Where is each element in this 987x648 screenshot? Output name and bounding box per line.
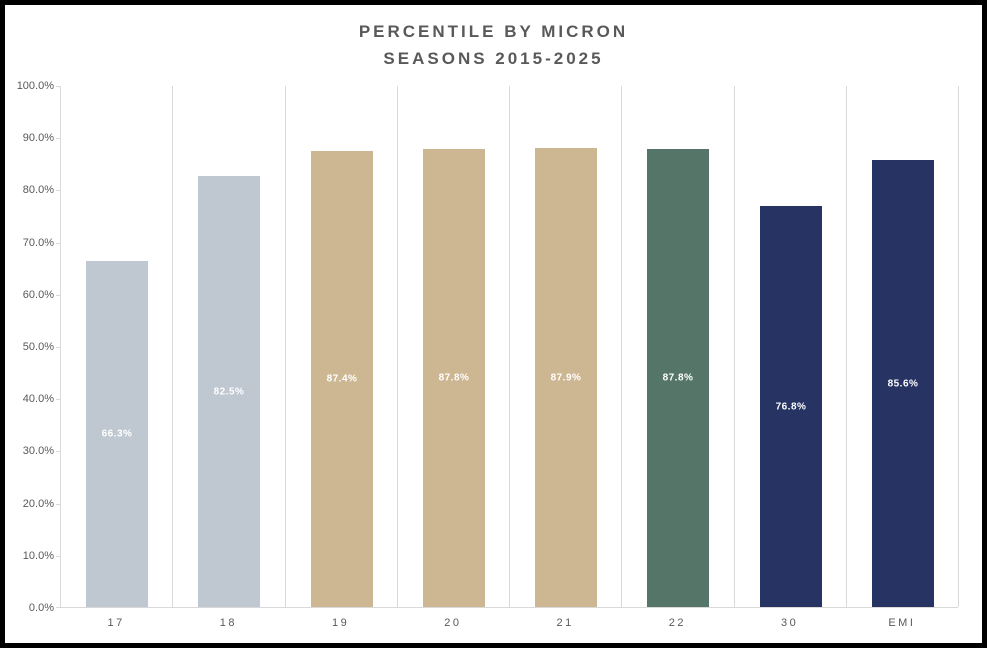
vertical-gridline <box>621 86 622 607</box>
vertical-gridline <box>172 86 173 607</box>
x-axis-label-emi: EMI <box>888 617 916 629</box>
bar-data-label: 87.4% <box>326 373 358 385</box>
y-axis-tick-label: 20.0% <box>22 497 54 510</box>
x-axis-label-20: 20 <box>444 617 462 629</box>
y-axis-tick-label: 40.0% <box>22 393 54 406</box>
y-axis-tick-mark <box>56 347 60 348</box>
y-axis-tick-mark <box>56 190 60 192</box>
x-axis-label-21: 21 <box>556 617 574 629</box>
y-axis-tick-mark <box>56 503 60 505</box>
y-axis-tick-label: 60.0% <box>22 288 54 301</box>
bar-emi: 85.6% <box>872 160 934 607</box>
y-axis-tick-mark <box>56 242 60 244</box>
y-axis-tick-label: 0.0% <box>28 602 54 614</box>
bar-22: 87.8% <box>647 149 709 607</box>
y-axis-tick-mark <box>56 451 60 453</box>
vertical-gridline <box>285 86 286 607</box>
bar-data-label: 82.5% <box>213 386 245 397</box>
y-axis-tick-label: 10.0% <box>22 549 54 562</box>
x-axis-label-22: 22 <box>668 617 686 629</box>
vertical-gridline <box>509 86 510 607</box>
bar-data-label: 87.8% <box>438 372 470 384</box>
y-axis-tick-label: 30.0% <box>22 445 54 458</box>
vertical-gridline <box>397 86 398 607</box>
y-axis-tick-label: 80.0% <box>22 184 54 197</box>
bar-data-label: 87.8% <box>662 372 694 384</box>
y-axis-tick-mark <box>56 607 60 608</box>
y-axis-tick-label: 50.0% <box>22 341 54 353</box>
y-axis-labels: 100.0% 90.0% 80.0% 70.0% 60.0% 50.0% 40.0% 30.0… <box>5 80 54 614</box>
x-axis-label-19: 19 <box>332 617 350 629</box>
bar-19: 87.4% <box>311 151 373 607</box>
vertical-gridline <box>846 86 847 607</box>
chart-title-line1: PERCENTILE BY MICRON <box>358 22 629 41</box>
y-axis-tick-label: 100.0% <box>16 80 54 92</box>
x-axis-labels: 17 18 19 20 21 22 30 EMI <box>60 614 958 636</box>
bar-data-label: 87.9% <box>550 372 582 383</box>
bar-data-label: 66.3% <box>101 428 133 440</box>
bar-data-label: 76.8% <box>775 401 807 412</box>
bar-data-label: 85.6% <box>887 378 919 389</box>
x-axis-label-30: 30 <box>781 617 799 629</box>
y-axis-tick-mark <box>56 86 60 87</box>
chart-title: PERCENTILE BY MICRON SEASONS 2015-2025 <box>5 18 982 72</box>
x-axis-label-17: 17 <box>107 617 125 629</box>
vertical-gridline <box>734 86 735 607</box>
bar-20: 87.8% <box>423 149 485 607</box>
y-axis-tick-mark <box>56 399 60 401</box>
y-axis-tick-label: 90.0% <box>22 132 54 145</box>
chart-title-line2: SEASONS 2015-2025 <box>383 49 604 68</box>
vertical-gridline <box>958 86 959 607</box>
y-axis-tick-mark <box>56 294 60 296</box>
y-axis-tick-label: 70.0% <box>22 236 54 249</box>
x-axis-label-18: 18 <box>219 617 237 629</box>
bar-21: 87.9% <box>535 148 597 607</box>
y-axis-tick-mark <box>56 555 60 557</box>
bar-18: 82.5% <box>198 176 260 607</box>
bar-17: 66.3% <box>86 261 148 607</box>
plot-area: 66.3% 82.5% 87.4% 87.8% 87.9% 87.8% 76.8% 85.6% <box>56 86 959 608</box>
bar-30: 76.8% <box>760 206 822 607</box>
y-axis-tick-mark <box>56 138 60 140</box>
